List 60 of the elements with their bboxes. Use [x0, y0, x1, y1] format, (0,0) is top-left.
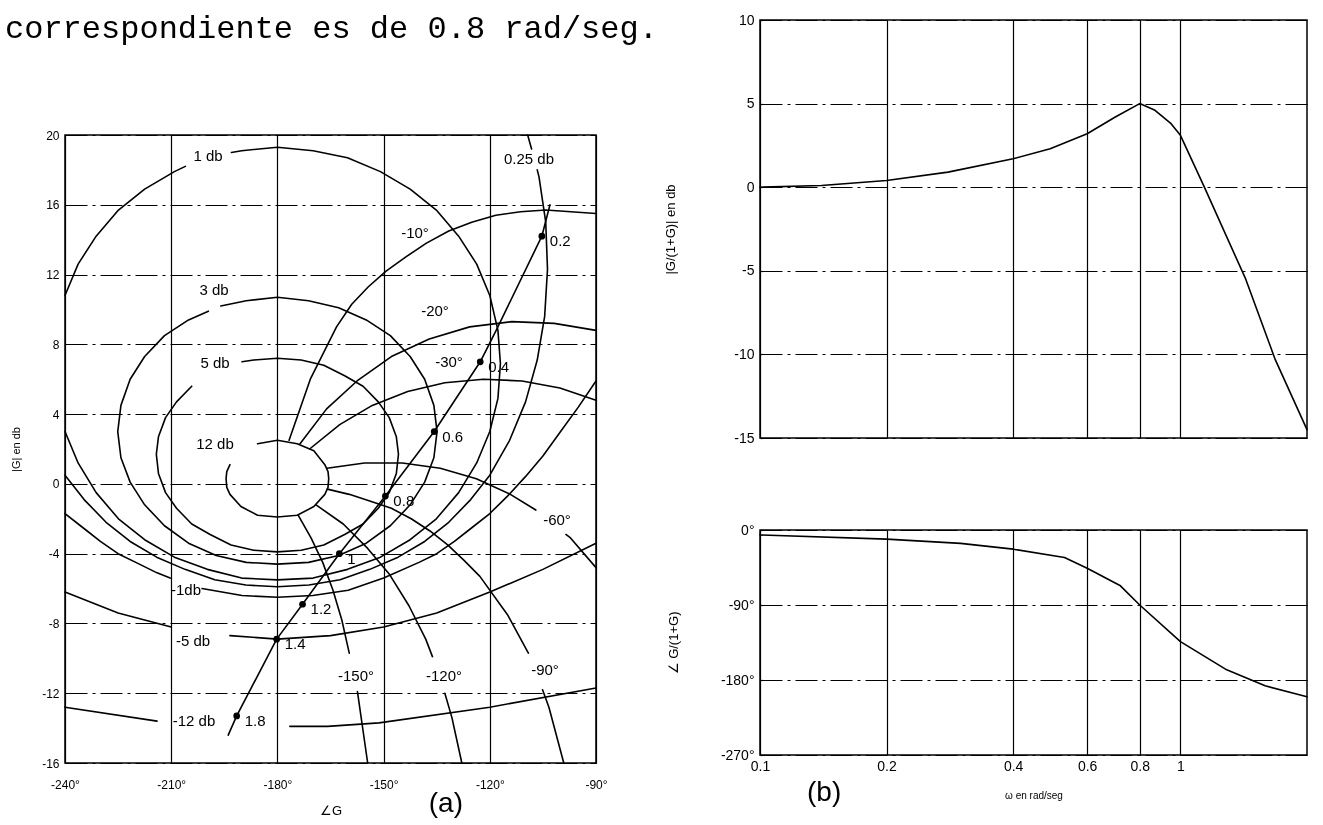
y-axis-title: ∠ G/(1+G) [665, 611, 681, 675]
series-label: -60° [543, 511, 571, 528]
y-axis-title: |G| en db [10, 427, 23, 472]
y-tick-label: 8 [52, 337, 60, 352]
x-tick-label: -120° [475, 777, 505, 792]
text: correspondiente es de 0.8 rad/seg. [5, 11, 658, 48]
y-tick-label: -15 [734, 429, 755, 446]
y-tick-label: -8 [48, 616, 60, 631]
annotation: 0.8 [393, 492, 415, 510]
y-tick-label: -12 [42, 686, 60, 701]
series-label: 12 db [196, 435, 234, 452]
x-tick-label: -180° [263, 777, 293, 792]
x-axis-title: ∠G [319, 802, 343, 818]
x-tick-label: 0.2 [877, 757, 898, 774]
series-label: -120° [425, 667, 463, 684]
y-tick-label: -16 [42, 756, 60, 771]
y-tick-label: 12 [46, 268, 60, 283]
series-label: -12 db [172, 712, 216, 729]
series-label: -30° [435, 353, 463, 370]
y-axis-title: |G/(1+G)| en db [663, 184, 679, 275]
x-tick-label: 0.8 [1130, 757, 1151, 774]
text: (b) [807, 776, 842, 807]
y-tick-label: 0° [741, 521, 755, 538]
series-label: -90° [531, 661, 559, 678]
series-label: 0.25 db [503, 150, 555, 167]
x-axis-title: ω en rad/seg [1005, 789, 1063, 801]
x-tick-label: 0.4 [1003, 757, 1024, 774]
y-tick-label: 0 [52, 477, 60, 492]
y-tick-label: 20 [46, 128, 60, 143]
series-label: -20° [421, 302, 449, 319]
y-tick-label: 5 [746, 95, 755, 112]
annotation: 1.2 [310, 600, 332, 618]
x-tick-label: -150° [369, 777, 399, 792]
x-tick-label: -90° [585, 777, 608, 792]
y-tick-label: 10 [738, 11, 755, 28]
y-tick-label: -90° [728, 596, 755, 613]
series-label: -150° [337, 667, 375, 684]
annotation: 1.8 [244, 711, 266, 729]
y-tick-label: -180° [720, 671, 755, 688]
x-tick-label: 0.1 [750, 757, 771, 774]
x-tick-label: 0.6 [1077, 757, 1098, 774]
x-tick-label: -210° [157, 777, 187, 792]
series-label: 3 db [199, 281, 229, 298]
y-tick-label: -5 [742, 262, 755, 279]
series-label: -5 db [175, 632, 211, 649]
annotation: 1.4 [284, 635, 306, 653]
y-tick-label: -4 [48, 547, 60, 562]
y-tick-label: 4 [52, 407, 60, 422]
x-tick-label: 1 [1177, 757, 1186, 774]
series-label: -1db [170, 581, 202, 598]
series-label: 5 db [200, 354, 230, 371]
text: (a) [428, 787, 463, 818]
y-tick-label: -10 [734, 345, 755, 362]
annotation: 0.2 [549, 232, 571, 250]
y-tick-label: 0 [746, 178, 755, 195]
y-tick-label: 16 [46, 198, 60, 213]
series-label: 1 db [193, 147, 223, 164]
x-tick-label: -240° [51, 777, 81, 792]
series-label: -10° [401, 224, 429, 241]
annotation: 0.6 [442, 427, 464, 445]
